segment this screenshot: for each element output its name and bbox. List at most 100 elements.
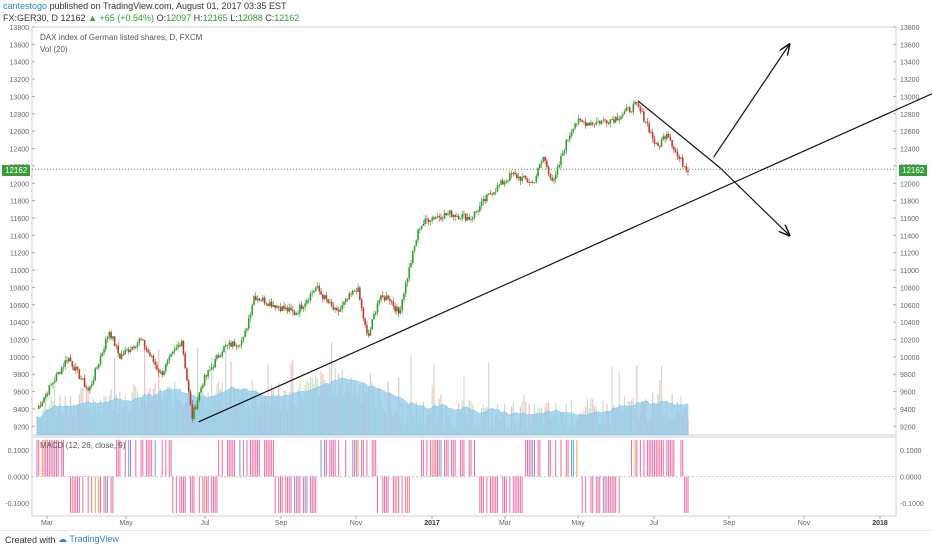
candle-body-168 <box>333 306 335 310</box>
candle-body-234 <box>449 211 451 214</box>
macd-bar-pos-166 <box>329 440 330 477</box>
candle-body-199 <box>387 296 389 299</box>
candle-body-289 <box>546 161 548 167</box>
candle-body-235 <box>451 211 453 217</box>
macd-bar-pos-281 <box>532 440 533 477</box>
candle-body-7 <box>49 385 51 394</box>
candle-body-295 <box>557 167 559 174</box>
candle-body-349 <box>652 132 654 138</box>
macd-bar-neg-273 <box>518 477 519 514</box>
candle-body-258 <box>491 194 493 195</box>
candle-body-82 <box>181 341 183 346</box>
macd-bar-pos-184 <box>361 440 362 477</box>
macd-label-right-1: 0.0000 <box>900 475 922 482</box>
y-label-right-1: 9400 <box>900 407 916 414</box>
candle-body-279 <box>528 182 530 183</box>
macd-bar-pos-349 <box>652 440 653 477</box>
candle-body-194 <box>378 300 380 303</box>
candle-body-142 <box>287 308 289 312</box>
candle-body-236 <box>453 215 455 217</box>
macd-bar-neg-209 <box>405 477 406 514</box>
tradingview-logo[interactable]: ☁ TradingView <box>58 534 119 545</box>
macd-bar-neg-259 <box>493 477 494 514</box>
candle-body-233 <box>447 214 449 215</box>
candle-body-293 <box>553 179 555 180</box>
candle-body-130 <box>266 303 268 304</box>
y-label-right-4: 10000 <box>900 355 920 362</box>
macd-bar-pos-65 <box>151 440 152 477</box>
macd-bar-pos-110 <box>231 440 232 477</box>
candle-body-174 <box>343 302 345 305</box>
candle-body-304 <box>573 129 575 132</box>
candle-body-269 <box>511 173 513 174</box>
macd-bar-neg-100 <box>213 477 214 514</box>
y-label-right-10: 11200 <box>900 251 919 258</box>
candle-body-49 <box>123 354 125 355</box>
candle-body-172 <box>340 309 342 312</box>
candle-body-71 <box>161 371 163 375</box>
candle-body-348 <box>650 132 652 133</box>
candle-body-318 <box>597 121 599 122</box>
macd-bar-pos-361 <box>673 440 674 477</box>
candle-body-111 <box>232 341 234 346</box>
macd-bar-pos-125 <box>257 440 258 477</box>
created-with: Created with <box>5 535 56 545</box>
candle-body-211 <box>408 267 410 278</box>
candle-body-33 <box>94 369 96 381</box>
candle-body-189 <box>370 329 372 335</box>
candle-body-186 <box>364 319 366 325</box>
candle-body-351 <box>655 143 657 144</box>
candle-body-154 <box>308 300 310 301</box>
macd-bar-neg-141 <box>285 477 286 514</box>
candle-body-78 <box>174 349 176 351</box>
candle-body-190 <box>371 319 373 329</box>
candle-body-185 <box>363 308 365 319</box>
candle-body-48 <box>121 354 123 358</box>
macd-bar-neg-147 <box>296 477 297 514</box>
candle-body-103 <box>218 355 220 357</box>
author-link[interactable]: cantestogo <box>3 1 47 11</box>
macd-bar-neg-330 <box>619 477 620 514</box>
macd-bar-pos-306 <box>576 440 577 477</box>
macd-bar-neg-325 <box>610 477 611 514</box>
macd-bar-neg-95 <box>204 477 205 514</box>
candle-body-66 <box>153 356 155 362</box>
y-label-right-6: 10400 <box>900 320 920 327</box>
candle-body-19 <box>70 358 72 362</box>
candle-body-105 <box>221 352 223 356</box>
candle-body-265 <box>504 182 506 184</box>
candle-body-110 <box>230 343 232 347</box>
candle-body-38 <box>103 349 105 353</box>
macd-label-left-2: -0.1000 <box>5 501 29 508</box>
candle-body-141 <box>285 308 287 310</box>
macd-bar-pos-358 <box>668 440 669 477</box>
candle-body-6 <box>47 394 49 395</box>
candle-body-159 <box>317 286 319 287</box>
candle-body-264 <box>502 180 504 184</box>
candle-body-100 <box>213 367 215 368</box>
y-label-left-19: 13000 <box>10 94 30 101</box>
candle-body-286 <box>541 161 543 164</box>
macd-bar-pos-340 <box>636 440 637 477</box>
macd-bar-neg-261 <box>497 477 498 514</box>
candle-body-148 <box>297 313 299 314</box>
candle-body-98 <box>209 370 211 371</box>
y-label-left-13: 11800 <box>10 199 29 206</box>
y-label-left-14: 12000 <box>10 181 30 188</box>
candle-body-251 <box>479 206 481 211</box>
candle-body-74 <box>167 360 169 364</box>
candle-body-271 <box>514 173 516 174</box>
candle-body-46 <box>117 346 119 354</box>
macd-bar-neg-368 <box>686 477 687 514</box>
macd-bar-neg-137 <box>278 477 279 514</box>
candle-body-178 <box>350 294 352 295</box>
candle-body-155 <box>310 294 312 301</box>
candle-body-252 <box>481 202 483 206</box>
macd-bar-pos-53 <box>130 440 131 477</box>
candle-body-108 <box>227 345 229 346</box>
candle-body-232 <box>446 213 448 215</box>
candle-body-328 <box>615 117 617 122</box>
candle-body-309 <box>581 120 583 122</box>
candle-body-208 <box>403 294 405 300</box>
candle-body-336 <box>629 107 631 111</box>
